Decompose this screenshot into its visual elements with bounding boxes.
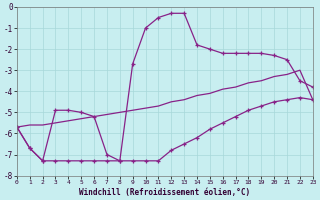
X-axis label: Windchill (Refroidissement éolien,°C): Windchill (Refroidissement éolien,°C) bbox=[79, 188, 250, 197]
